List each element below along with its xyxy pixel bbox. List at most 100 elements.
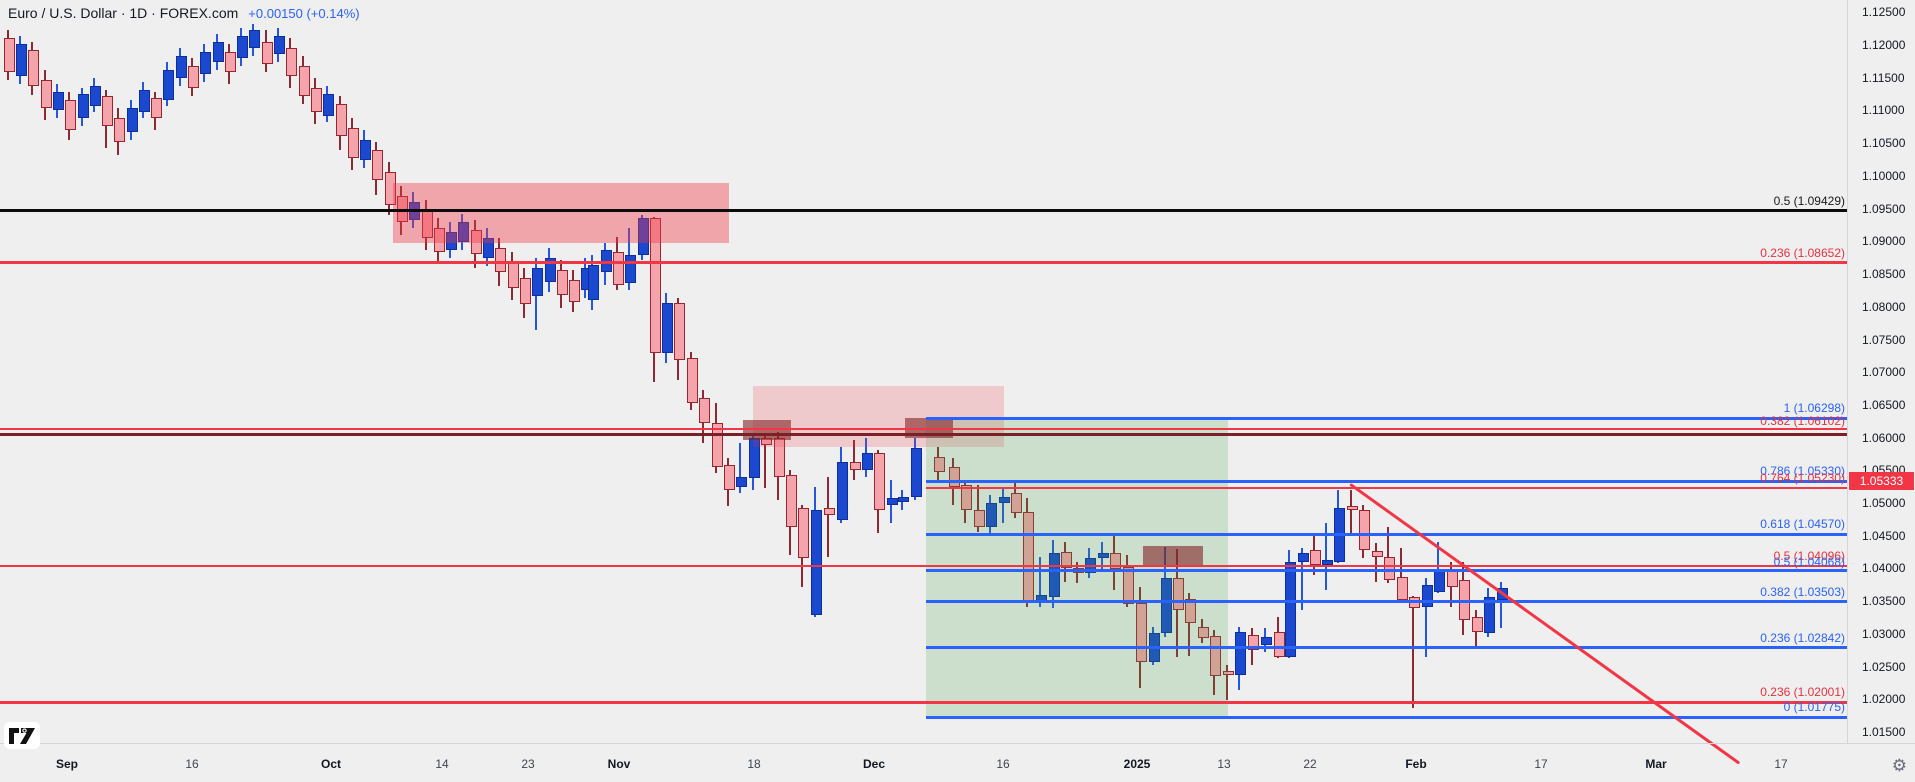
candlestick [1321,560,1333,565]
candlestick [359,140,371,160]
candlestick [1483,597,1495,633]
candlestick [1297,553,1309,562]
candle-wick [827,477,829,557]
candlestick [785,475,797,527]
candle-wick [1400,548,1402,602]
fib-level-line[interactable] [926,532,1848,536]
candle-wick [1350,490,1352,535]
candlestick [873,453,885,510]
fib-level-line[interactable] [926,645,1848,649]
tradingview-logo-icon [9,727,35,744]
candlestick [347,128,359,158]
candlestick [3,38,15,72]
fib-level-line[interactable] [0,700,1848,704]
candlestick [285,48,297,76]
candlestick [1396,577,1408,600]
candlestick [1097,553,1109,558]
price-tick: 1.04500 [1862,529,1906,543]
supply-box-small-1[interactable] [743,420,791,440]
candlestick [910,448,922,497]
candlestick [1122,567,1134,604]
time-tick: 23 [521,757,535,771]
fib-level-line[interactable] [0,260,1848,264]
fib-level-label: 0.382 (1.03503) [1760,585,1845,599]
fib-level-line[interactable] [0,428,1848,430]
candlestick [1346,506,1358,510]
candle-wick [1002,488,1004,523]
candlestick [1371,551,1383,557]
fib-level-label: 0.236 (1.02001) [1760,685,1845,699]
fib-level-line[interactable] [0,565,1848,567]
supply-zone-upper[interactable] [393,183,729,243]
time-tick: 18 [747,757,761,771]
candle-wick [739,443,741,493]
price-tick: 1.04000 [1862,561,1906,575]
fib-level-label: 0.618 (1.04570) [1760,517,1845,531]
candle-wick [1325,523,1327,590]
fib-level-line[interactable] [926,568,1848,572]
candlestick [587,265,599,300]
fib-level-line[interactable] [926,416,1848,420]
fib-level-line[interactable] [926,599,1848,603]
candlestick [637,218,649,255]
candlestick [948,467,960,487]
candlestick [1309,550,1321,565]
candlestick [126,108,138,132]
candlestick [735,477,747,487]
candle-wick [1039,557,1041,607]
time-tick: 13 [1217,757,1231,771]
price-tick: 1.06500 [1862,398,1906,412]
candlestick [150,98,162,118]
candlestick [187,66,199,88]
candlestick [1247,635,1259,650]
fib-level-line[interactable] [0,208,1848,212]
time-tick: 2025 [1123,757,1151,771]
time-tick: Nov [607,757,631,771]
candlestick [298,66,310,96]
price-axis[interactable]: 1.12500 1.12000 1.11500 1.11000 1.10500 1.100… [1847,0,1915,744]
price-tick: 1.10000 [1862,169,1906,183]
candlestick [649,218,661,353]
candlestick [810,510,822,615]
fib-level-line[interactable] [926,479,1848,483]
time-tick: 16 [185,757,199,771]
candlestick [273,36,285,54]
fib-level-label: 0.382 (1.06102) [1760,414,1845,428]
price-tick: 1.08500 [1862,267,1906,281]
candlestick [686,358,698,403]
candlestick [371,150,383,180]
fib-level-line[interactable] [0,432,1848,436]
candlestick [1234,632,1246,675]
candlestick [27,50,39,86]
candlestick [1048,553,1060,597]
price-scale-settings-gear-icon[interactable]: ⚙ [1891,756,1907,775]
tradingview-logo[interactable] [4,722,40,749]
price-tick: 1.08000 [1862,300,1906,314]
fib-level-label: 1 (1.06298) [1783,401,1845,415]
fib-level-line[interactable] [926,487,1848,489]
symbol-title[interactable]: Euro / U.S. Dollar · 1D · FOREX.com [8,5,239,21]
price-tick: 1.03000 [1862,627,1906,641]
candle-wick [1188,593,1190,656]
candlestick [1408,597,1420,608]
candlestick [933,457,945,472]
demand-zone-green[interactable] [926,418,1228,717]
price-tick: 1.11500 [1862,71,1905,85]
fib-level-label: 0.786 (1.05330) [1760,464,1845,478]
candlestick [248,30,260,48]
time-tick: Sep [55,757,79,771]
time-axis[interactable]: Sep 16 Oct 14 23 Nov 18 Dec 16 2025 13 22 Feb 17 Mar 17 [0,743,1915,782]
candle-wick [1301,548,1303,610]
candle-wick [1500,582,1502,628]
time-tick: 16 [996,757,1010,771]
candle-wick [1437,542,1439,593]
fib-level-label: 0.5 (1.04096) [1773,549,1845,563]
fib-level-line[interactable] [926,715,1848,719]
candlestick [261,42,273,64]
fib-level-label: 0.236 (1.02842) [1760,631,1845,645]
trendline[interactable] [1349,483,1740,765]
supply-box-small-3[interactable] [1143,546,1203,567]
candlestick [624,255,636,283]
candlestick [1273,632,1285,657]
price-tick: 1.07500 [1862,333,1906,347]
